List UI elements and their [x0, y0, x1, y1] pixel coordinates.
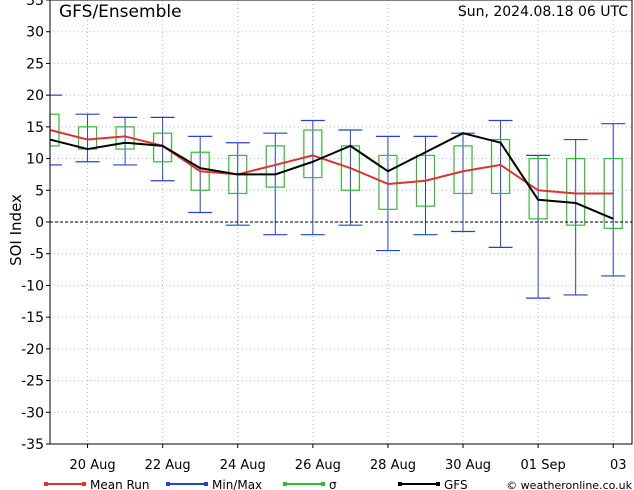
legend-marker — [44, 482, 48, 486]
sigma-box — [528, 157, 548, 220]
legend-marker — [166, 482, 170, 486]
legend-marker — [204, 482, 208, 486]
legend-marker — [283, 482, 287, 486]
legend-marker — [321, 482, 325, 486]
y-tick-label: 25 — [26, 56, 44, 72]
x-axis: 20 Aug 22 Aug 24 Aug 26 Aug 28 Aug 30 Aug 01 S… — [70, 444, 627, 473]
series-line-gfs — [49, 132, 614, 220]
series-lines — [49, 129, 614, 220]
y-axis: -35 -30 -25 -20 -15 -10 -5 0 5 10 15 20 25 30 35 — [21, 0, 50, 453]
y-tick-label: -15 — [21, 310, 44, 326]
credit-text: © weatheronline.co.uk — [506, 479, 632, 490]
min-max-bars — [49, 94, 626, 299]
legend-label: Min/Max — [212, 478, 262, 490]
x-tick-label: 26 Aug — [295, 458, 341, 473]
y-tick-label: 0 — [35, 215, 44, 231]
x-tick-label: 20 Aug — [70, 458, 116, 473]
legend: Mean Run Min/Max σ GFS — [44, 478, 468, 490]
y-tick-label: 35 — [26, 0, 44, 9]
plot-frame — [49, 0, 633, 445]
sigma-box — [153, 132, 173, 163]
sigma-box — [303, 129, 323, 179]
y-tick-label: 15 — [26, 120, 44, 136]
legend-label: Mean Run — [90, 478, 150, 490]
y-tick-label: -25 — [21, 374, 44, 390]
y-tick-label: -5 — [30, 247, 44, 263]
legend-label: GFS — [444, 478, 468, 490]
x-tick-label: 01 Sep — [521, 458, 566, 473]
y-tick-label: -35 — [21, 437, 44, 453]
y-tick-label: 30 — [26, 25, 44, 41]
y-tick-label: 5 — [35, 183, 44, 199]
x-tick-label: 30 Aug — [445, 458, 491, 473]
x-tick-label: 22 Aug — [145, 458, 191, 473]
y-tick-label: -30 — [21, 405, 44, 421]
y-axis-label: SOI Index — [7, 194, 25, 266]
chart-datetime: Sun, 2024.08.18 06 UTC — [458, 4, 628, 20]
chart-title: GFS/Ensemble — [59, 2, 182, 22]
legend-marker — [398, 482, 402, 486]
y-tick-label: 20 — [26, 88, 44, 104]
legend-marker — [82, 482, 86, 486]
y-tick-label: 10 — [26, 152, 44, 168]
x-tick-label: 28 Aug — [370, 458, 416, 473]
x-tick-label: 03 — [610, 458, 627, 473]
legend-marker — [436, 482, 440, 486]
legend-label: σ — [329, 478, 337, 490]
series-line-mean-run — [49, 129, 614, 195]
x-tick-label: 24 Aug — [220, 458, 266, 473]
y-tick-label: -20 — [21, 342, 44, 358]
y-tick-label: -10 — [21, 278, 44, 294]
